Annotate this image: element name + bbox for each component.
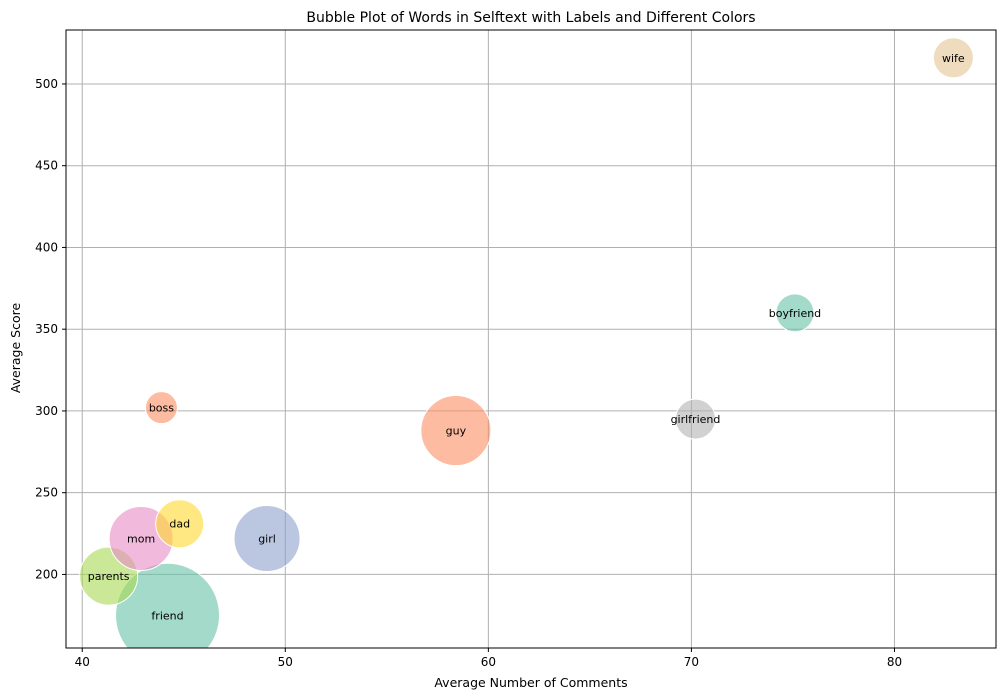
y-tick-label: 200: [35, 567, 58, 581]
y-tick-label: 400: [35, 240, 58, 254]
y-tick-label: 450: [35, 159, 58, 173]
bubble-label-wife: wife: [942, 52, 965, 65]
bubble-label-guy: guy: [446, 425, 467, 438]
bubble-label-girl: girl: [258, 532, 276, 545]
x-axis-label: Average Number of Comments: [434, 675, 627, 690]
bubble-boyfriend: [775, 293, 815, 333]
bubble-label-parents: parents: [88, 570, 130, 583]
y-tick-label: 500: [35, 77, 58, 91]
bubble-label-boss: boss: [149, 402, 174, 415]
x-tick-label: 50: [278, 655, 293, 669]
bubble-labels: friend parents mom dad girl boss guy girlfriend…: [88, 52, 965, 623]
bubble-boss: [144, 391, 178, 425]
bubble-guy: [420, 395, 492, 467]
x-tick-label: 40: [75, 655, 90, 669]
bubble-wife: [932, 37, 974, 79]
bubble-label-girlfriend: girlfriend: [671, 413, 721, 426]
y-tick-label: 350: [35, 322, 58, 336]
plot-frame: [65, 29, 997, 649]
x-axis-ticks: 40 50 60 70 80: [75, 648, 902, 669]
chart-title: Bubble Plot of Words in Selftext with La…: [306, 10, 755, 26]
bubble-friend: [115, 562, 221, 648]
bubble-label-dad: dad: [169, 518, 190, 531]
y-axis-ticks: 200 250 300 350 400 450 500: [35, 77, 66, 581]
y-tick-label: 300: [35, 404, 58, 418]
bubbles: [79, 37, 974, 648]
x-tick-label: 60: [481, 655, 496, 669]
y-axis-label: Average Score: [8, 303, 23, 394]
bubble-label-boyfriend: boyfriend: [769, 307, 821, 320]
bubble-girl: [233, 504, 301, 572]
x-tick-label: 70: [684, 655, 699, 669]
bubble-girlfriend: [674, 398, 716, 440]
bubble-label-mom: mom: [127, 532, 155, 545]
grid: [66, 30, 996, 648]
bubble-dad: [155, 499, 205, 549]
x-tick-label: 80: [887, 655, 902, 669]
bubble-label-friend: friend: [151, 609, 183, 622]
y-tick-label: 250: [35, 486, 58, 500]
